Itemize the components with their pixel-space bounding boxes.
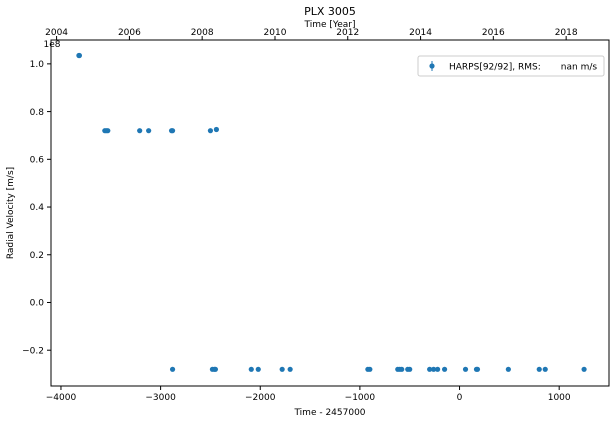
x-axis-label: Time - 2457000 [293, 408, 365, 418]
data-point [431, 366, 437, 372]
data-point [462, 366, 469, 372]
data-point [137, 128, 143, 134]
x-tick-label: −1000 [345, 393, 376, 403]
x-tick-label: 1000 [548, 393, 571, 403]
top-tick-label: 2004 [45, 28, 68, 38]
data-point [248, 366, 254, 372]
chart-title: PLX 3005 [304, 5, 356, 18]
data-point [505, 366, 511, 372]
x-tick-label: −2000 [245, 393, 276, 403]
top-axis-label: Time [Year] [304, 20, 356, 30]
data-point [105, 128, 111, 134]
data-point [536, 366, 542, 372]
data-point [407, 366, 413, 372]
legend-frame [417, 55, 605, 77]
data-point [146, 128, 152, 134]
data-point [435, 366, 441, 372]
data-point [367, 366, 373, 372]
data-point [212, 366, 219, 372]
data-point [287, 366, 293, 372]
legend-marker [429, 63, 435, 69]
data-point [207, 128, 214, 134]
y-tick-label: 0.0 [30, 299, 45, 309]
legend-label: HARPS[92/92], RMS: nan m/s [449, 63, 597, 73]
top-tick-label: 2008 [191, 28, 214, 38]
data-point [213, 126, 220, 133]
data-point [441, 366, 448, 372]
y-tick-label: 1.0 [30, 60, 45, 70]
y-tick-label: 0.2 [30, 251, 44, 261]
top-tick-label: 2018 [555, 28, 578, 38]
top-tick-label: 2016 [482, 28, 505, 38]
plot-area [76, 52, 587, 372]
data-point [169, 128, 176, 134]
y-tick-label: 0.4 [30, 203, 45, 213]
top-tick-label: 2006 [118, 28, 141, 38]
y-axis-label: Radial Velocity [m/s] [6, 167, 16, 259]
x-tick-label: −3000 [145, 393, 176, 403]
data-point [255, 366, 261, 372]
x-tick-label: −4000 [46, 393, 77, 403]
y-multiplier: 1e8 [44, 40, 61, 50]
top-tick-label: 2014 [409, 28, 432, 38]
data-point [279, 366, 285, 372]
x-tick-label: 0 [457, 393, 463, 403]
data-point [542, 366, 548, 372]
data-point [76, 52, 82, 59]
legend-box: HARPS[92/92], RMS: nan m/s [417, 55, 605, 77]
top-tick-label: 2010 [264, 28, 287, 38]
data-point [581, 366, 587, 372]
data-point [427, 366, 433, 372]
data-point [474, 366, 481, 372]
data-point [169, 366, 176, 372]
y-tick-label: 0.6 [30, 156, 45, 166]
y-tick-label: −0.2 [22, 346, 44, 356]
plot-frame [50, 39, 610, 387]
data-point [399, 366, 405, 372]
y-tick-label: 0.8 [30, 108, 45, 118]
top-tick-label: 2012 [336, 28, 359, 38]
